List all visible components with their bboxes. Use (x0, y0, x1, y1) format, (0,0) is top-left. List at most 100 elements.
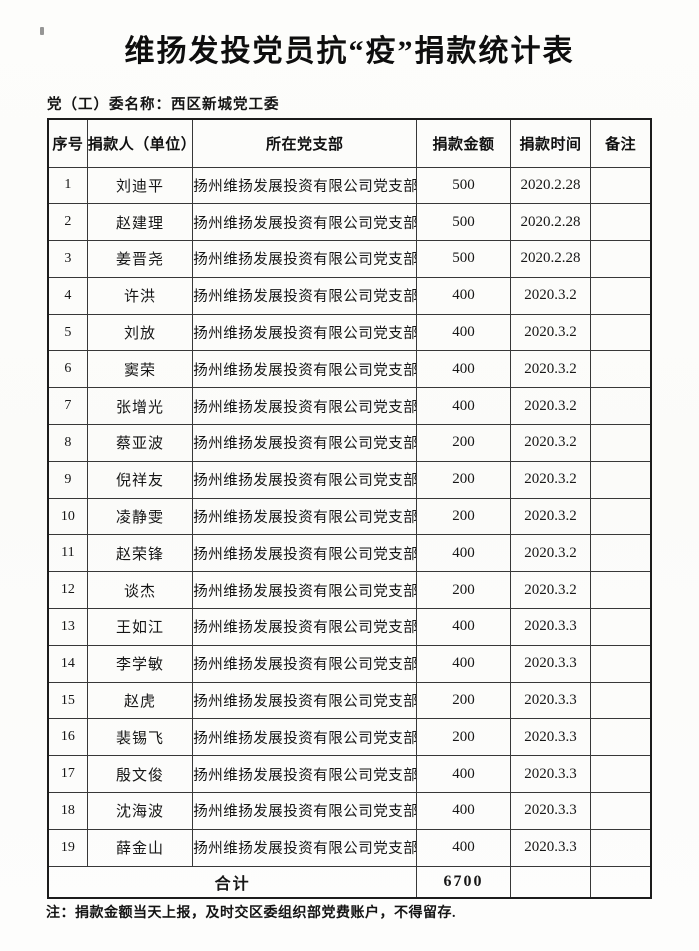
cell-amount: 200 (416, 718, 511, 757)
cell-donor: 赵虎 (86, 681, 194, 720)
cell-serial: 10 (47, 497, 88, 536)
col-header-remark: 备注 (590, 118, 652, 168)
cell-serial: 11 (47, 534, 88, 573)
cell-serial: 17 (47, 755, 88, 794)
cell-remark (590, 828, 652, 867)
table-row: 13 王如江 扬州维扬发展投资有限公司党支部 400 2020.3.3 (47, 608, 652, 646)
cell-date: 2020.3.3 (509, 608, 592, 646)
cell-branch: 扬州维扬发展投资有限公司党支部 (192, 497, 418, 536)
cell-donor: 蔡亚波 (86, 424, 194, 462)
cell-remark (590, 571, 652, 610)
total-amount-cell: 6700 (416, 865, 511, 899)
total-row: 合计 6700 (47, 865, 652, 899)
cell-donor: 赵建理 (86, 203, 194, 242)
cell-branch: 扬州维扬发展投资有限公司党支部 (192, 828, 418, 867)
cell-amount: 400 (416, 828, 511, 867)
cell-donor: 沈海波 (86, 792, 194, 830)
cell-remark (590, 276, 652, 315)
cell-donor: 许洪 (86, 276, 194, 315)
cell-date: 2020.2.28 (509, 166, 592, 205)
col-header-date: 捐款时间 (509, 118, 592, 168)
cell-date: 2020.3.3 (509, 644, 592, 683)
table-row: 2 赵建理 扬州维扬发展投资有限公司党支部 500 2020.2.28 (47, 203, 652, 242)
cell-date: 2020.3.2 (509, 460, 592, 499)
cell-amount: 400 (416, 276, 511, 315)
cell-amount: 500 (416, 203, 511, 242)
cell-branch: 扬州维扬发展投资有限公司党支部 (192, 203, 418, 242)
cell-amount: 500 (416, 166, 511, 205)
cell-remark (590, 203, 652, 242)
cell-date: 2020.3.3 (509, 755, 592, 794)
cell-donor: 凌静雯 (86, 497, 194, 536)
table-row: 9 倪祥友 扬州维扬发展投资有限公司党支部 200 2020.3.2 (47, 460, 652, 499)
cell-remark (590, 644, 652, 683)
footnote: 注：捐款金额当天上报，及时交区委组织部党费账户，不得留存. (46, 906, 456, 921)
cell-remark (590, 460, 652, 499)
table-row: 8 蔡亚波 扬州维扬发展投资有限公司党支部 200 2020.3.2 (47, 424, 652, 462)
cell-remark (590, 166, 652, 205)
cell-branch: 扬州维扬发展投资有限公司党支部 (192, 166, 418, 205)
cell-remark (590, 608, 652, 646)
cell-amount: 400 (416, 608, 511, 646)
cell-serial: 1 (47, 166, 88, 205)
table-row: 7 张增光 扬州维扬发展投资有限公司党支部 400 2020.3.2 (47, 387, 652, 426)
table-row: 4 许洪 扬州维扬发展投资有限公司党支部 400 2020.3.2 (47, 276, 652, 315)
header-row: 序号 捐款人（单位） 所在党支部 捐款金额 捐款时间 备注 (47, 118, 652, 168)
col-header-donor: 捐款人（单位） (86, 118, 194, 168)
cell-donor: 李学敏 (86, 644, 194, 683)
cell-date: 2020.3.2 (509, 276, 592, 315)
cell-remark (590, 534, 652, 573)
cell-serial: 12 (47, 571, 88, 610)
cell-amount: 200 (416, 571, 511, 610)
total-date-cell (509, 865, 592, 899)
cell-remark (590, 240, 652, 278)
cell-donor: 窦荣 (86, 350, 194, 389)
cell-remark (590, 313, 652, 352)
donation-table: 序号 捐款人（单位） 所在党支部 捐款金额 捐款时间 备注 1 刘迪平 扬州维扬… (47, 118, 652, 900)
cell-remark (590, 718, 652, 757)
cell-serial: 8 (47, 424, 88, 462)
cell-date: 2020.3.2 (509, 534, 592, 573)
cell-donor: 刘放 (86, 313, 194, 352)
cell-donor: 张增光 (86, 387, 194, 426)
cell-amount: 500 (416, 240, 511, 278)
table-row: 6 窦荣 扬州维扬发展投资有限公司党支部 400 2020.3.2 (47, 350, 652, 389)
cell-serial: 9 (47, 460, 88, 499)
cell-donor: 赵荣锋 (86, 534, 194, 573)
cell-amount: 400 (416, 792, 511, 830)
table-row: 16 裴锡飞 扬州维扬发展投资有限公司党支部 200 2020.3.3 (47, 718, 652, 757)
committee-name-value: 西区新城党工委 (171, 97, 280, 113)
cell-serial: 14 (47, 644, 88, 683)
cell-serial: 6 (47, 350, 88, 389)
cell-remark (590, 792, 652, 830)
cell-date: 2020.3.2 (509, 497, 592, 536)
cell-remark (590, 681, 652, 720)
cell-remark (590, 497, 652, 536)
cell-branch: 扬州维扬发展投资有限公司党支部 (192, 534, 418, 573)
cell-branch: 扬州维扬发展投资有限公司党支部 (192, 460, 418, 499)
table-row: 10 凌静雯 扬州维扬发展投资有限公司党支部 200 2020.3.2 (47, 497, 652, 536)
cell-date: 2020.3.2 (509, 313, 592, 352)
cell-branch: 扬州维扬发展投资有限公司党支部 (192, 240, 418, 278)
col-header-amount: 捐款金额 (416, 118, 511, 168)
cell-donor: 姜晋尧 (86, 240, 194, 278)
cell-serial: 4 (47, 276, 88, 315)
cell-amount: 400 (416, 644, 511, 683)
cell-branch: 扬州维扬发展投资有限公司党支部 (192, 755, 418, 794)
table-row: 15 赵虎 扬州维扬发展投资有限公司党支部 200 2020.3.3 (47, 681, 652, 720)
cell-serial: 3 (47, 240, 88, 278)
cell-amount: 400 (416, 350, 511, 389)
cell-remark (590, 387, 652, 426)
table-row: 11 赵荣锋 扬州维扬发展投资有限公司党支部 400 2020.3.2 (47, 534, 652, 573)
cell-branch: 扬州维扬发展投资有限公司党支部 (192, 718, 418, 757)
cell-serial: 13 (47, 608, 88, 646)
cell-donor: 倪祥友 (86, 460, 194, 499)
cell-date: 2020.3.2 (509, 387, 592, 426)
cell-branch: 扬州维扬发展投资有限公司党支部 (192, 350, 418, 389)
cell-serial: 16 (47, 718, 88, 757)
cell-serial: 2 (47, 203, 88, 242)
table-body: 1 刘迪平 扬州维扬发展投资有限公司党支部 500 2020.2.28 2 赵建… (47, 166, 652, 867)
cell-donor: 谈杰 (86, 571, 194, 610)
cell-remark (590, 755, 652, 794)
col-header-serial: 序号 (47, 118, 88, 168)
